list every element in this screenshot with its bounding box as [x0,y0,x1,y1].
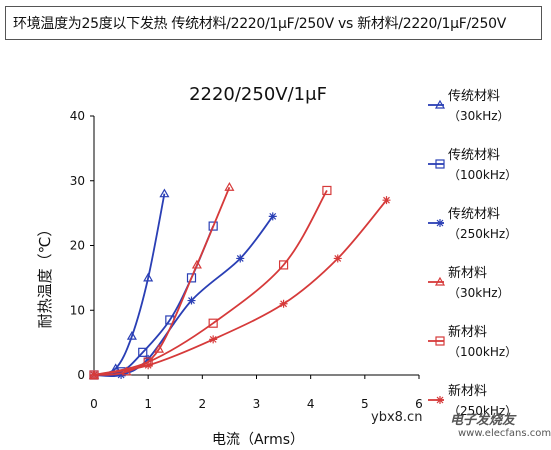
data-point [224,182,235,191]
legend-label-name: 新材料 [448,324,487,340]
x-tick-label: 1 [144,397,152,411]
data-point [279,299,288,308]
legend: 传统材料 （30kHz） 传统材料 （100kHz） 传统材料 （250kHz） 新材料 （3… [428,89,517,418]
data-point [138,347,148,357]
legend-item-1: 传统材料 （30kHz） [428,89,510,123]
series-line [93,199,388,376]
data-point [209,335,218,344]
data-point [186,273,197,283]
data-point [90,371,98,379]
data-point [268,212,277,221]
legend-label-freq: （100kHz） [448,345,517,359]
data-point [143,272,154,282]
data-point [208,221,218,231]
series-line [93,186,231,376]
chart-title: 2220/250V/1μF [189,84,327,105]
y-tick-label: 40 [70,109,85,123]
legend-label-freq: （250kHz） [448,404,517,418]
series-6 [90,196,391,379]
watermark-brand: 电子发烧友 [450,413,516,428]
legend-label-name: 新材料 [448,383,487,399]
axes: 0 1 2 3 4 5 6 0 10 20 30 40 [70,109,423,411]
series-line [93,193,166,376]
legend-swatch-marker [434,99,446,109]
series-layer [88,182,391,380]
x-tick-label: 2 [199,397,207,411]
y-tick-label: 20 [70,239,85,253]
legend-item-3: 传统材料 （250kHz） [428,207,517,241]
data-point [144,354,153,363]
x-tick-label: 3 [253,397,261,411]
legend-item-2: 传统材料 （100kHz） [428,148,517,182]
legend-label-name: 传统材料 [448,89,500,104]
legend-swatch-marker [436,219,444,227]
y-tick-label: 30 [70,174,85,188]
legend-label-freq: （30kHz） [448,109,510,123]
watermark-url: www.elecfans.com [458,428,551,439]
y-axis-label: 耐热温度（℃） [36,222,54,329]
y-tick-label: 0 [77,368,85,382]
x-tick-label: 4 [307,397,315,411]
data-point [159,188,170,198]
data-point [144,361,153,370]
legend-label-name: 新材料 [448,265,487,281]
data-point [236,254,245,263]
data-point [333,254,342,263]
legend-swatch-marker [435,159,445,169]
data-point [126,330,137,340]
x-tick-label: 0 [90,397,98,411]
x-axis-label: 电流（Arms） [212,432,304,448]
legend-item-5: 新材料 （100kHz） [428,324,517,359]
data-point [322,185,332,196]
watermark-site: ybx8.cn [371,410,423,425]
legend-swatch-marker [435,336,445,346]
chart-header-text: 环境温度为25度以下发热 传统材料/2220/1μF/250V vs 新材料/2… [13,16,507,32]
data-point [278,260,289,270]
x-tick-label: 5 [361,397,369,411]
legend-item-4: 新材料 （30kHz） [428,265,510,300]
data-point [187,296,196,305]
x-tick-label: 6 [415,397,423,411]
data-point [208,318,218,328]
data-point [117,371,126,379]
legend-label-freq: （30kHz） [448,286,510,300]
y-tick-label: 10 [70,303,85,317]
legend-item-6: 新材料 （250kHz） [428,383,517,418]
legend-label-name: 传统材料 [448,207,500,222]
legend-swatch-marker [434,276,446,286]
legend-label-name: 传统材料 [448,148,500,163]
legend-label-freq: （250kHz） [448,227,517,241]
data-point [153,343,165,353]
data-point [382,196,391,205]
legend-label-freq: （100kHz） [448,168,517,182]
data-point [191,259,202,269]
chart-header-box: 环境温度为25度以下发热 传统材料/2220/1μF/250V vs 新材料/2… [5,6,542,40]
legend-swatch-marker [436,396,444,404]
